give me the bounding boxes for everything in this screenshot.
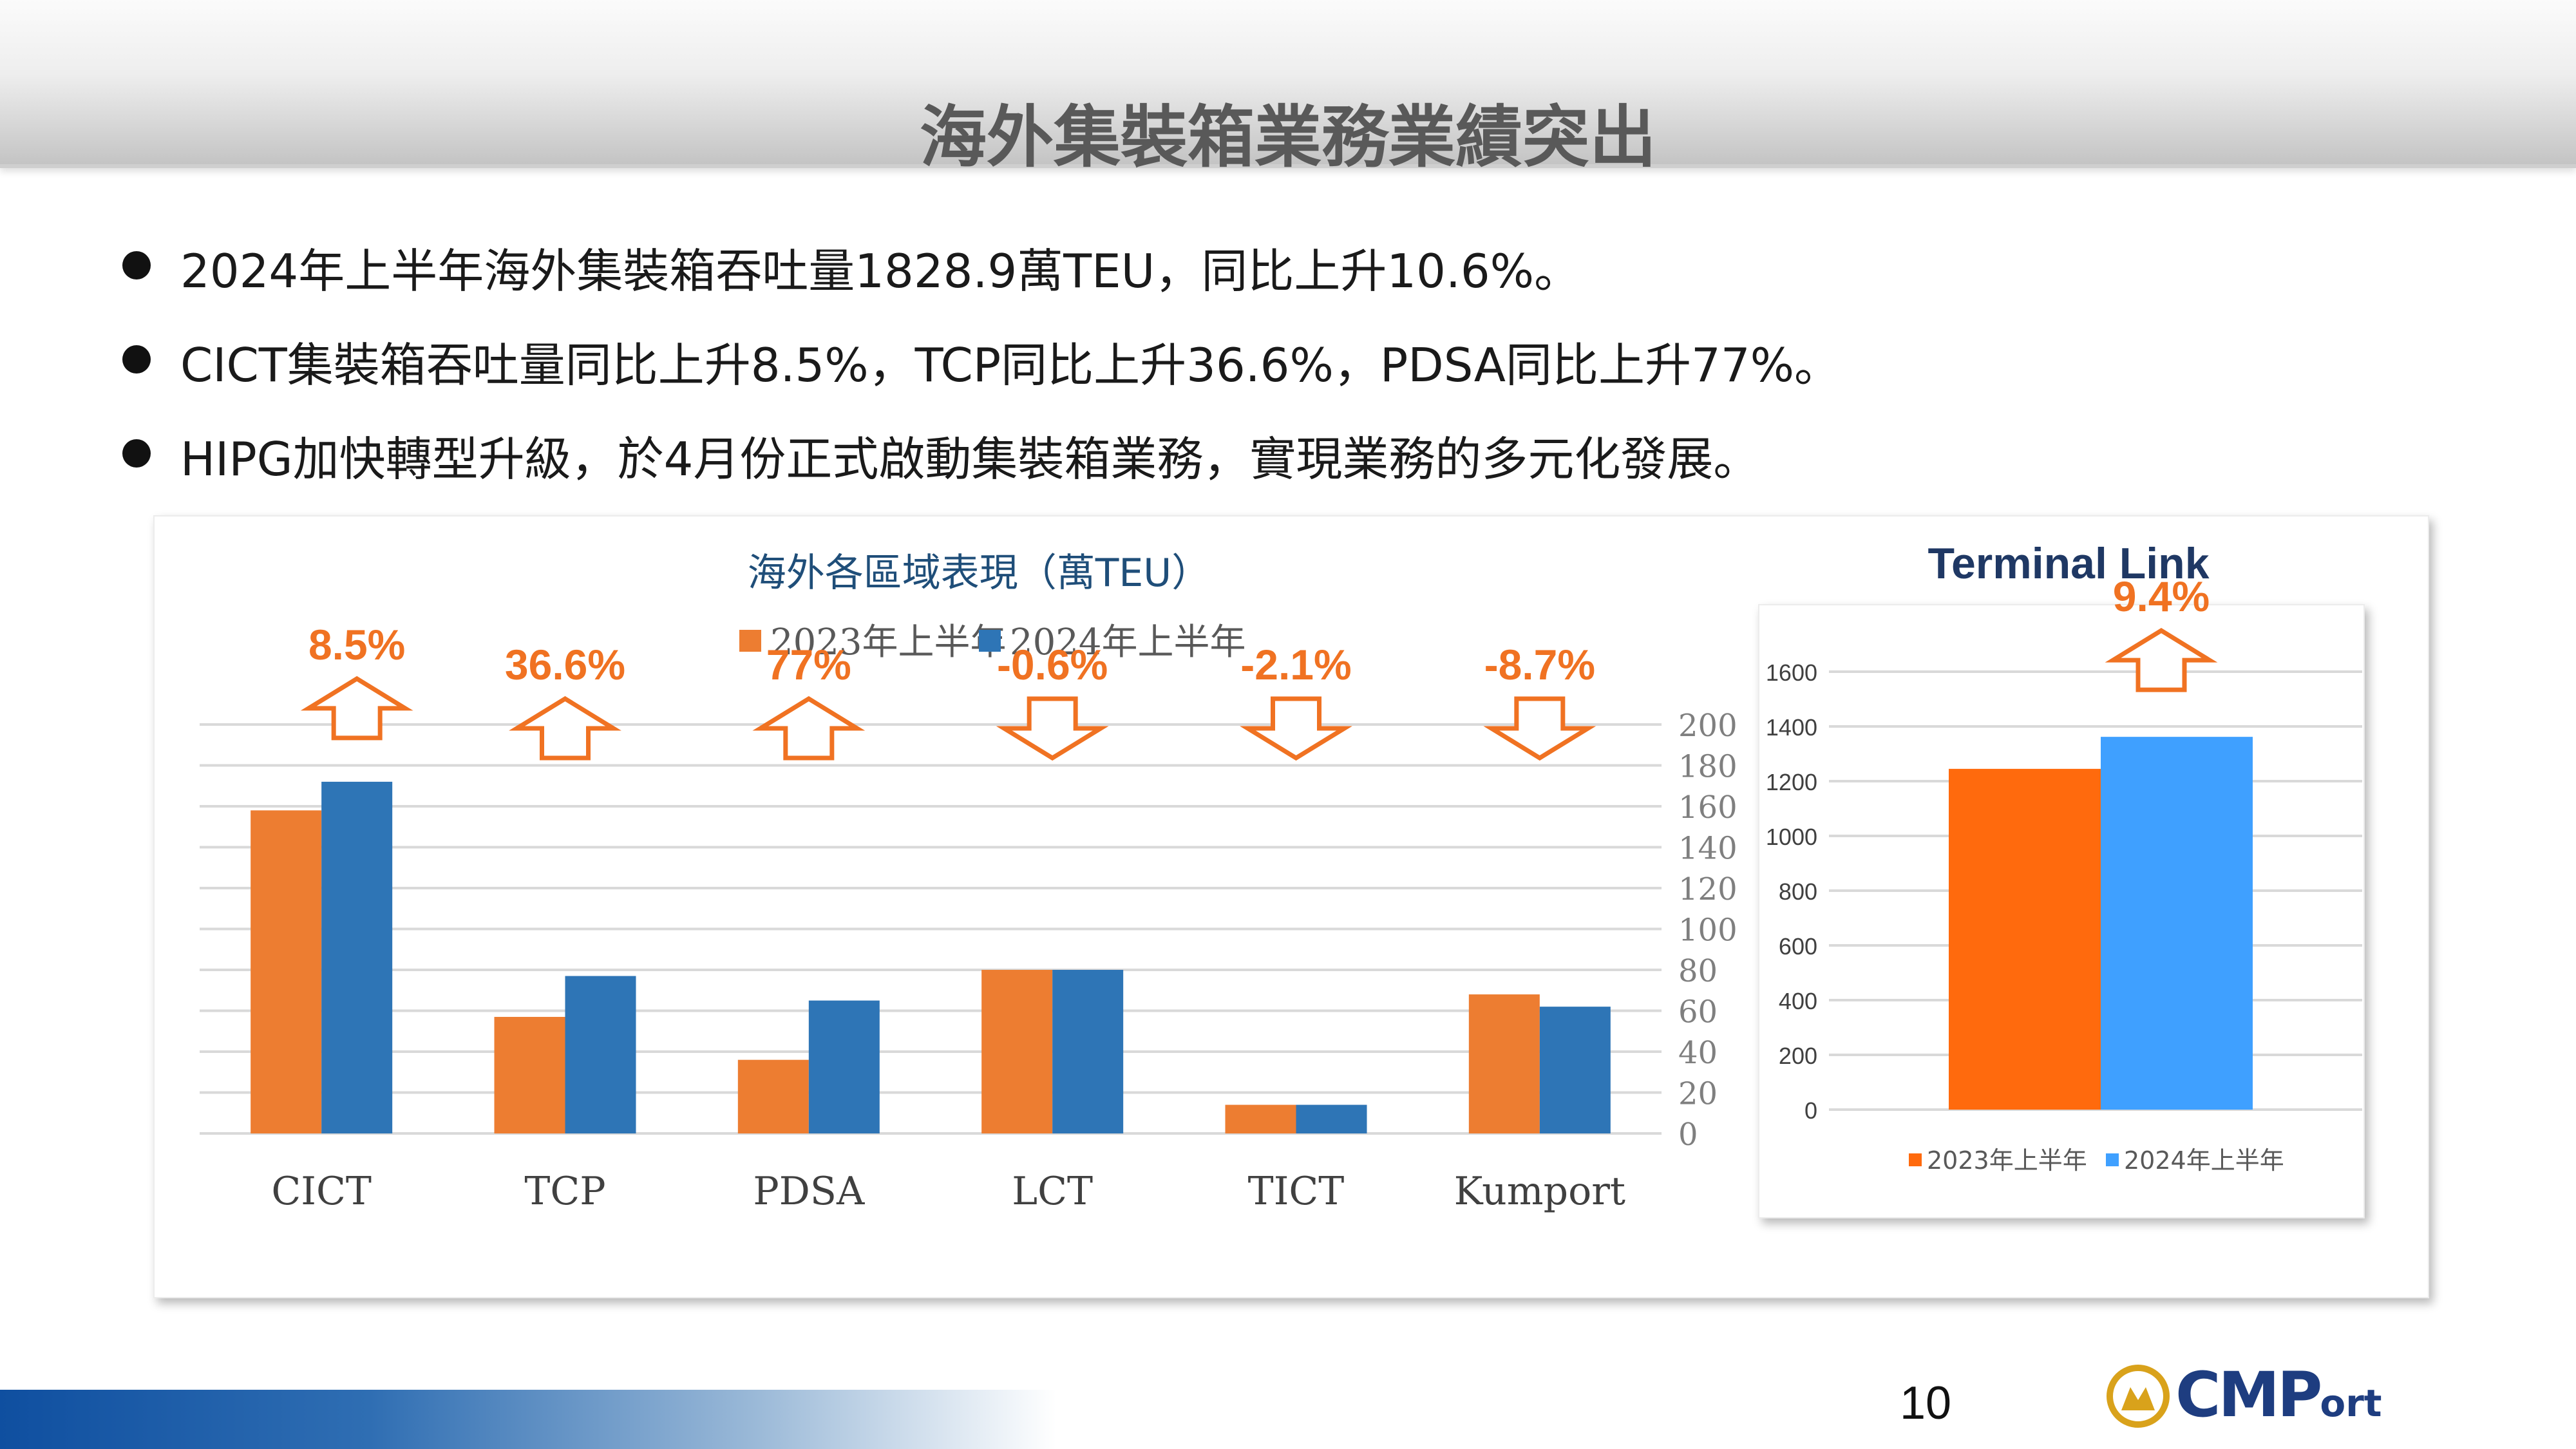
title-bar (0, 0, 2576, 168)
growth-label: -8.7% (1484, 641, 1595, 688)
bullet-dot-icon (122, 345, 151, 374)
bar (1949, 768, 2101, 1110)
y-tick-label: 400 (1779, 988, 1817, 1014)
y-tick-label: 40 (1678, 1035, 1718, 1071)
chart-title: Terminal Link (1927, 539, 2209, 588)
y-tick-label: 0 (1804, 1097, 1817, 1124)
bullet-text: 2024年上半年海外集裝箱吞吐量1828.9萬TEU，同比上升10.6%。 (180, 244, 1581, 298)
legend-label: 2023年上半年 (1927, 1146, 2087, 1175)
y-tick-label: 1000 (1766, 824, 1817, 850)
y-tick-label: 140 (1678, 831, 1738, 867)
legend-label: 2024年上半年 (1010, 621, 1246, 663)
y-tick-label: 20 (1678, 1076, 1718, 1112)
growth-label: -2.1% (1240, 641, 1351, 688)
y-tick-label: 200 (1678, 708, 1738, 744)
y-tick-label: 0 (1678, 1117, 1698, 1153)
y-tick-label: 80 (1678, 953, 1718, 989)
arrow-up-icon (300, 676, 413, 741)
growth-label: 9.4% (2113, 573, 2210, 620)
legend-swatch (1909, 1153, 1922, 1166)
arrow-up-icon (2105, 628, 2218, 692)
bar (1468, 994, 1540, 1133)
growth-label: -0.6% (997, 641, 1108, 688)
bar (251, 810, 322, 1133)
y-tick-label: 120 (1678, 871, 1738, 907)
bar (2101, 737, 2253, 1110)
bullet-text: CICT集裝箱吞吐量同比上升8.5%，TCP同比上升36.6%，PDSA同比上升… (180, 338, 1841, 392)
bar (1296, 1104, 1367, 1133)
growth-label: 36.6% (505, 641, 625, 688)
arrow-down-icon (996, 696, 1109, 761)
bullet-item: CICT集裝箱吞吐量同比上升8.5%，TCP同比上升36.6%，PDSA同比上升… (116, 327, 1841, 421)
footer-gradient-bar (0, 1390, 1056, 1449)
bar (981, 970, 1053, 1133)
legend-swatch (979, 630, 1001, 652)
bullet-dot-icon (122, 251, 151, 279)
cmport-emblem-icon (2107, 1365, 2170, 1428)
y-tick-label: 100 (1678, 913, 1738, 949)
bullet-item: HIPG加快轉型升級，於4月份正式啟動集裝箱業務，實現業務的多元化發展。 (116, 421, 1841, 515)
x-tick-label: Kumport (1454, 1169, 1625, 1214)
y-tick-label: 1600 (1766, 659, 1817, 686)
arrow-down-icon (1483, 696, 1596, 761)
bullet-item: 2024年上半年海外集裝箱吞吐量1828.9萬TEU，同比上升10.6%。 (116, 233, 1841, 327)
bar (1539, 1007, 1611, 1133)
legend-swatch (2106, 1153, 2119, 1166)
x-tick-label: LCT (1012, 1169, 1093, 1214)
y-tick-label: 600 (1779, 933, 1817, 960)
y-tick-label: 1400 (1766, 714, 1817, 741)
x-tick-label: CICT (271, 1169, 372, 1214)
growth-label: 8.5% (308, 621, 405, 668)
arrow-up-icon (752, 696, 866, 761)
chart-title: 海外各區域表現（萬TEU） (748, 551, 1210, 596)
bar (321, 781, 393, 1133)
bar (494, 1017, 565, 1133)
y-tick-label: 800 (1779, 878, 1817, 905)
bar (565, 976, 636, 1133)
legend-swatch (739, 630, 761, 652)
x-tick-label: TICT (1248, 1169, 1345, 1214)
y-tick-label: 160 (1678, 790, 1738, 826)
legend-label: 2024年上半年 (2124, 1146, 2284, 1175)
bar (1052, 970, 1124, 1133)
page-number: 10 (1899, 1378, 1952, 1429)
bar (1225, 1104, 1296, 1133)
growth-label: 77% (766, 641, 851, 688)
legend-label: 2023年上半年 (770, 621, 1007, 663)
arrow-up-icon (509, 696, 621, 761)
bar (737, 1059, 809, 1133)
bullet-list: 2024年上半年海外集裝箱吞吐量1828.9萬TEU，同比上升10.6%。 CI… (116, 233, 1841, 515)
y-tick-label: 60 (1678, 994, 1718, 1030)
y-tick-label: 180 (1678, 749, 1738, 785)
logo-wordmark: CMPort (2175, 1359, 2382, 1431)
y-tick-label: 200 (1779, 1043, 1817, 1069)
bar (808, 1000, 880, 1133)
arrow-down-icon (1240, 696, 1352, 761)
y-tick-label: 1200 (1766, 769, 1817, 795)
bullet-text: HIPG加快轉型升級，於4月份正式啟動集裝箱業務，實現業務的多元化發展。 (180, 432, 1760, 486)
page-title: 海外集裝箱業務業績突出 (919, 98, 1656, 176)
bullet-dot-icon (122, 439, 151, 468)
x-tick-label: TCP (524, 1169, 605, 1214)
x-tick-label: PDSA (753, 1169, 865, 1214)
